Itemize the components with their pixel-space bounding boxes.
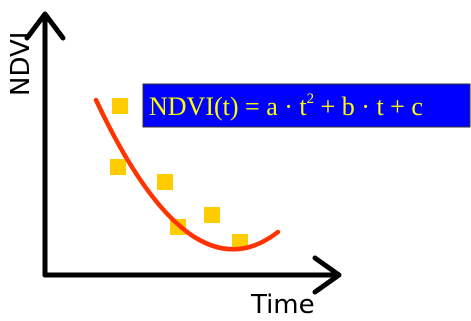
x-axis-arrowhead [312, 255, 342, 295]
data-point [110, 159, 126, 175]
y-axis [24, 11, 66, 278]
data-point [157, 174, 173, 190]
y-axis-arrowhead [24, 11, 66, 41]
y-axis-label: NDVI [6, 32, 36, 96]
data-point [204, 207, 220, 223]
formula-box: NDVI(t) = a · t2 + b · t + c [142, 83, 471, 128]
fitted-curve [93, 97, 281, 252]
formula-box-background [142, 83, 471, 128]
x-axis-label: Time [250, 290, 315, 320]
formula-text: NDVI(t) = a · t2 + b · t + c [149, 91, 423, 121]
formula-rhs: + b · t + c [314, 92, 423, 121]
formula-exponent: 2 [307, 91, 315, 107]
x-axis [42, 255, 342, 295]
formula-lhs: NDVI(t) = a · t [149, 92, 307, 121]
data-point [112, 98, 128, 114]
